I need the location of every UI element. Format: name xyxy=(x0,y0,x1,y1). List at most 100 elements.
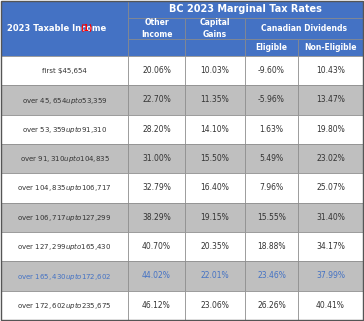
Text: 44.02%: 44.02% xyxy=(142,272,171,281)
Bar xyxy=(185,85,245,115)
Bar xyxy=(298,144,363,173)
Bar xyxy=(245,39,298,56)
Bar xyxy=(185,261,245,291)
Bar xyxy=(298,232,363,261)
Text: 32.79%: 32.79% xyxy=(142,184,171,193)
Bar xyxy=(185,144,245,173)
Text: -5.96%: -5.96% xyxy=(258,96,285,105)
Text: 11.35%: 11.35% xyxy=(201,96,229,105)
Bar xyxy=(1,144,128,173)
Bar xyxy=(128,18,185,39)
Text: 14.10%: 14.10% xyxy=(201,125,229,134)
Text: Non-Eligible: Non-Eligible xyxy=(304,43,357,52)
Bar xyxy=(245,18,363,39)
Bar xyxy=(185,56,245,85)
Text: 31.00%: 31.00% xyxy=(142,154,171,163)
Bar xyxy=(298,115,363,144)
Text: Capital
Gains: Capital Gains xyxy=(200,18,230,39)
Bar xyxy=(1,56,128,85)
Text: 15.55%: 15.55% xyxy=(257,213,286,222)
Bar xyxy=(298,261,363,291)
Bar xyxy=(245,115,298,144)
Bar xyxy=(185,291,245,320)
Text: 20.35%: 20.35% xyxy=(201,242,229,251)
Text: 19.80%: 19.80% xyxy=(316,125,345,134)
Bar xyxy=(185,39,245,56)
Bar xyxy=(298,291,363,320)
Bar xyxy=(245,203,298,232)
Text: 40.70%: 40.70% xyxy=(142,242,171,251)
Text: 7.96%: 7.96% xyxy=(260,184,284,193)
Text: over $45,654 up to $53,359: over $45,654 up to $53,359 xyxy=(22,94,107,106)
Bar xyxy=(1,85,128,115)
Text: 22.01%: 22.01% xyxy=(201,272,229,281)
Text: 23.06%: 23.06% xyxy=(201,301,229,310)
Bar xyxy=(1,203,128,232)
Bar xyxy=(1,1,128,56)
Bar xyxy=(245,56,298,85)
Bar xyxy=(245,144,298,173)
Text: 28.20%: 28.20% xyxy=(142,125,171,134)
Text: (1): (1) xyxy=(80,24,92,33)
Text: 25.07%: 25.07% xyxy=(316,184,345,193)
Text: Canadian Dividends: Canadian Dividends xyxy=(261,24,347,33)
Text: 16.40%: 16.40% xyxy=(201,184,229,193)
Text: 5.49%: 5.49% xyxy=(260,154,284,163)
Bar xyxy=(185,203,245,232)
Text: over $127,299 up to $165,430: over $127,299 up to $165,430 xyxy=(17,241,112,252)
Bar xyxy=(185,115,245,144)
Bar xyxy=(128,261,185,291)
Text: 26.26%: 26.26% xyxy=(257,301,286,310)
Bar xyxy=(128,39,185,56)
Bar xyxy=(128,203,185,232)
Text: over $104,835 up to $106,717: over $104,835 up to $106,717 xyxy=(17,183,112,194)
Text: Other
Income: Other Income xyxy=(141,18,172,39)
Bar xyxy=(298,85,363,115)
Bar xyxy=(1,232,128,261)
Text: over $106,717 up to $127,299: over $106,717 up to $127,299 xyxy=(17,212,112,223)
Bar xyxy=(128,115,185,144)
Bar xyxy=(1,261,128,291)
Text: 10.43%: 10.43% xyxy=(316,66,345,75)
Bar xyxy=(245,291,298,320)
Bar xyxy=(185,173,245,203)
Text: 23.02%: 23.02% xyxy=(316,154,345,163)
Text: 10.03%: 10.03% xyxy=(201,66,229,75)
Bar xyxy=(128,85,185,115)
Bar xyxy=(128,291,185,320)
Bar xyxy=(128,173,185,203)
Text: over $53,359 up to $91,310: over $53,359 up to $91,310 xyxy=(22,124,107,135)
Bar xyxy=(245,261,298,291)
Bar xyxy=(1,173,128,203)
Text: 13.47%: 13.47% xyxy=(316,96,345,105)
Text: 1.63%: 1.63% xyxy=(260,125,284,134)
Text: first $45,654: first $45,654 xyxy=(42,68,87,74)
Text: 40.41%: 40.41% xyxy=(316,301,345,310)
Bar xyxy=(185,18,245,39)
Text: 15.50%: 15.50% xyxy=(201,154,229,163)
Text: Eligible: Eligible xyxy=(256,43,288,52)
Bar xyxy=(1,115,128,144)
Text: over $172,602 up to $235,675: over $172,602 up to $235,675 xyxy=(17,300,112,311)
Text: 38.29%: 38.29% xyxy=(142,213,171,222)
Bar xyxy=(298,173,363,203)
Bar xyxy=(128,144,185,173)
Bar xyxy=(245,173,298,203)
Text: 19.15%: 19.15% xyxy=(201,213,229,222)
Bar xyxy=(128,1,363,18)
Text: 31.40%: 31.40% xyxy=(316,213,345,222)
Bar xyxy=(128,232,185,261)
Text: 37.99%: 37.99% xyxy=(316,272,345,281)
Text: 22.70%: 22.70% xyxy=(142,96,171,105)
Bar xyxy=(1,291,128,320)
Bar xyxy=(298,56,363,85)
Text: 23.46%: 23.46% xyxy=(257,272,286,281)
Bar xyxy=(185,232,245,261)
Text: 2023 Taxable Income: 2023 Taxable Income xyxy=(7,24,106,33)
Text: over $165,430 up to $172,602: over $165,430 up to $172,602 xyxy=(17,271,112,282)
Bar xyxy=(245,232,298,261)
Bar xyxy=(298,39,363,56)
Text: 20.06%: 20.06% xyxy=(142,66,171,75)
Bar xyxy=(245,85,298,115)
Text: -9.60%: -9.60% xyxy=(258,66,285,75)
